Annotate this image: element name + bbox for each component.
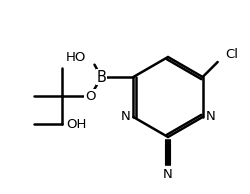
Text: B: B	[96, 69, 106, 85]
Text: Cl: Cl	[226, 48, 239, 61]
Text: O: O	[85, 90, 96, 103]
Text: OH: OH	[66, 118, 87, 131]
Text: N: N	[206, 111, 216, 124]
Text: N: N	[120, 111, 130, 124]
Text: HO: HO	[66, 51, 86, 64]
Text: N: N	[163, 169, 173, 182]
